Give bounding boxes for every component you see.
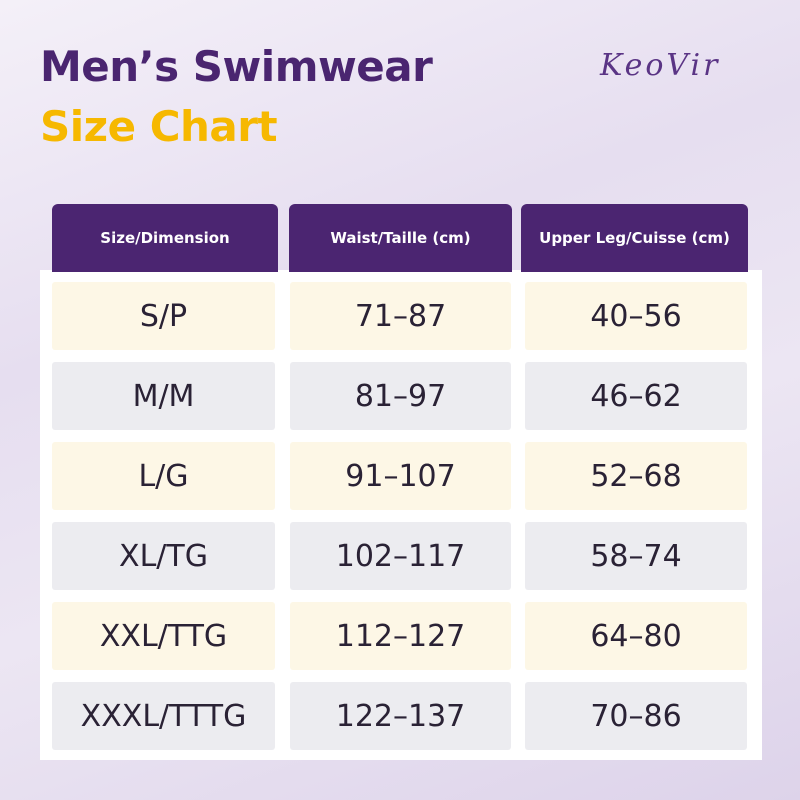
table-cell: M/M [52,362,275,430]
column-header: Size/Dimension [52,204,278,272]
table-cell: 46–62 [525,362,747,430]
table-cell: 112–127 [290,602,511,670]
table-cell: 91–107 [290,442,511,510]
table-cell: S/P [52,282,275,350]
table-cell: 40–56 [525,282,747,350]
table-cell: 71–87 [290,282,511,350]
column-header: Waist/Taille (cm) [289,204,512,272]
table-cell: 58–74 [525,522,747,590]
table-cell: 52–68 [525,442,747,510]
brand-logo: KeoVir [600,48,721,83]
table-cell: 102–117 [290,522,511,590]
table-cell: XXXL/TTTG [52,682,275,750]
table-cell: 122–137 [290,682,511,750]
table-cell: XL/TG [52,522,275,590]
table-cell: XXL/TTG [52,602,275,670]
table-cell: 81–97 [290,362,511,430]
subtitle: Size Chart [40,102,278,151]
table-cell: 70–86 [525,682,747,750]
table-cell: 64–80 [525,602,747,670]
title: Men’s Swimwear [40,42,433,91]
table-cell: L/G [52,442,275,510]
column-header: Upper Leg/Cuisse (cm) [521,204,748,272]
table-panel [40,270,762,760]
